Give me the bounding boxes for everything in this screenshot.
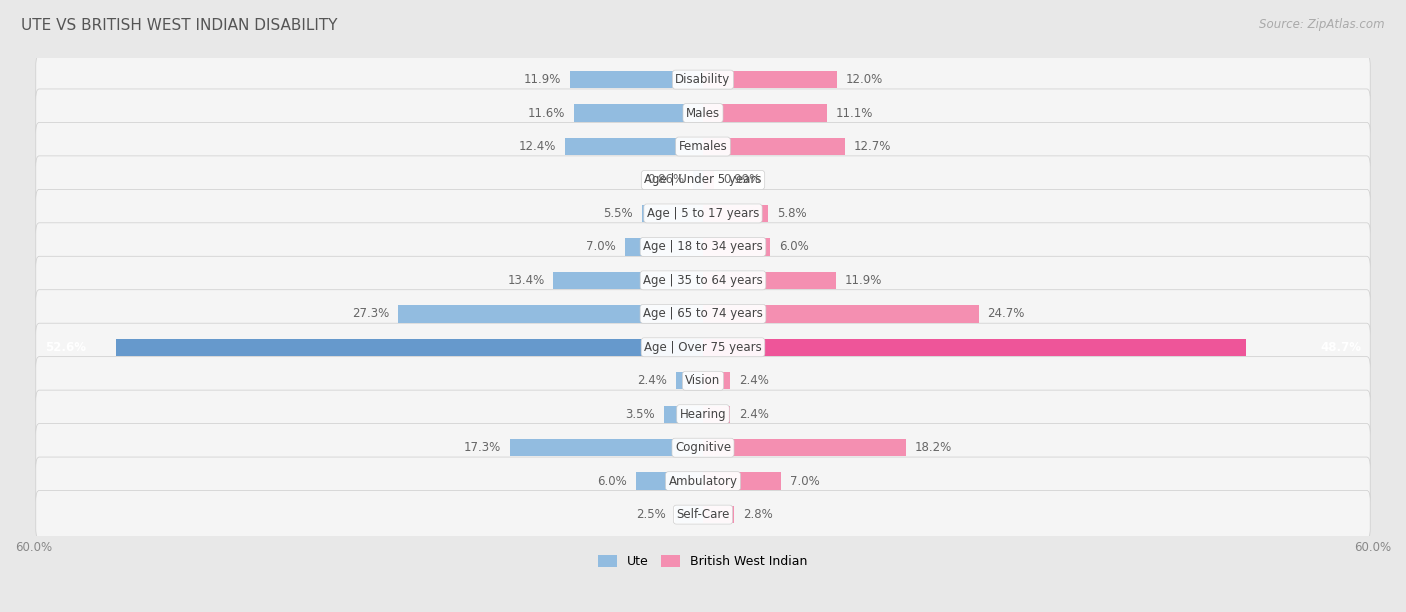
Bar [703,138,845,155]
Bar [664,406,703,423]
Text: 2.4%: 2.4% [738,375,769,387]
Bar [703,105,827,122]
Text: 12.7%: 12.7% [853,140,891,153]
FancyBboxPatch shape [35,390,1371,438]
Bar [636,472,703,490]
Bar [703,238,770,256]
Text: 12.4%: 12.4% [519,140,555,153]
Text: 48.7%: 48.7% [1320,341,1361,354]
Bar [398,305,703,323]
FancyBboxPatch shape [35,490,1371,539]
Text: 12.0%: 12.0% [846,73,883,86]
Text: 0.86%: 0.86% [647,173,685,187]
Text: 3.5%: 3.5% [626,408,655,420]
Text: 18.2%: 18.2% [915,441,952,454]
Text: 6.0%: 6.0% [598,475,627,488]
Bar [624,238,703,256]
Text: 2.5%: 2.5% [637,508,666,521]
Bar [703,506,734,523]
Text: Age | 18 to 34 years: Age | 18 to 34 years [643,241,763,253]
Bar [703,338,1246,356]
FancyBboxPatch shape [35,89,1371,137]
Text: 27.3%: 27.3% [353,307,389,320]
Bar [574,105,703,122]
Text: Ambulatory: Ambulatory [668,475,738,488]
Text: Disability: Disability [675,73,731,86]
FancyBboxPatch shape [35,289,1371,338]
Bar [554,272,703,289]
Text: UTE VS BRITISH WEST INDIAN DISABILITY: UTE VS BRITISH WEST INDIAN DISABILITY [21,18,337,34]
Text: 11.9%: 11.9% [845,274,882,287]
Bar [703,171,714,188]
Bar [675,506,703,523]
Bar [117,338,703,356]
Text: Females: Females [679,140,727,153]
Text: 13.4%: 13.4% [508,274,544,287]
Bar [703,205,768,222]
Text: Vision: Vision [685,375,721,387]
Text: 24.7%: 24.7% [987,307,1025,320]
Bar [703,439,905,457]
Text: 2.4%: 2.4% [637,375,668,387]
Text: 6.0%: 6.0% [779,241,808,253]
Text: 0.99%: 0.99% [723,173,761,187]
Text: Age | 5 to 17 years: Age | 5 to 17 years [647,207,759,220]
Bar [703,472,782,490]
Bar [703,372,730,389]
FancyBboxPatch shape [35,256,1371,304]
FancyBboxPatch shape [35,223,1371,271]
Text: 2.4%: 2.4% [738,408,769,420]
Text: 2.8%: 2.8% [744,508,773,521]
Text: 7.0%: 7.0% [790,475,820,488]
FancyBboxPatch shape [35,156,1371,204]
FancyBboxPatch shape [35,56,1371,103]
Bar [676,372,703,389]
FancyBboxPatch shape [35,323,1371,371]
Bar [565,138,703,155]
Text: Age | Over 75 years: Age | Over 75 years [644,341,762,354]
Text: Age | Under 5 years: Age | Under 5 years [644,173,762,187]
Text: 11.9%: 11.9% [524,73,561,86]
Text: 5.8%: 5.8% [776,207,806,220]
Text: 7.0%: 7.0% [586,241,616,253]
FancyBboxPatch shape [35,122,1371,171]
FancyBboxPatch shape [35,457,1371,506]
Text: 5.5%: 5.5% [603,207,633,220]
Bar [703,406,730,423]
Text: 17.3%: 17.3% [464,441,501,454]
Bar [510,439,703,457]
Text: 11.6%: 11.6% [527,106,565,119]
Text: Hearing: Hearing [679,408,727,420]
Bar [641,205,703,222]
FancyBboxPatch shape [35,189,1371,237]
Text: Cognitive: Cognitive [675,441,731,454]
Bar [703,305,979,323]
FancyBboxPatch shape [35,424,1371,472]
Bar [693,171,703,188]
Bar [703,71,837,88]
Text: 11.1%: 11.1% [835,106,873,119]
Text: Males: Males [686,106,720,119]
Text: Source: ZipAtlas.com: Source: ZipAtlas.com [1260,18,1385,31]
Text: Age | 65 to 74 years: Age | 65 to 74 years [643,307,763,320]
Legend: Ute, British West Indian: Ute, British West Indian [593,550,813,573]
FancyBboxPatch shape [35,357,1371,405]
Bar [703,272,835,289]
Bar [571,71,703,88]
Text: Self-Care: Self-Care [676,508,730,521]
Text: Age | 35 to 64 years: Age | 35 to 64 years [643,274,763,287]
Text: 52.6%: 52.6% [45,341,86,354]
